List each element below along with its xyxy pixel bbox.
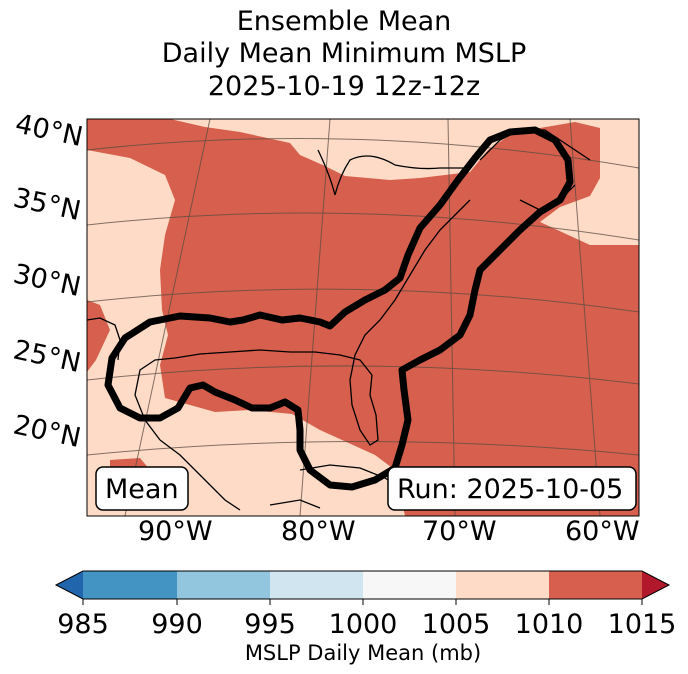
contour-1005 (104, 126, 574, 491)
lon-label-90w: 90°W (138, 516, 213, 547)
colorbar-tick-1015: 1015 (608, 609, 677, 640)
shade-1010-1015 (87, 119, 639, 516)
coastlines (87, 129, 591, 511)
mean-box: Mean (95, 466, 189, 511)
run-box-text: Run: 2025-10-05 (397, 474, 623, 505)
lon-label-70w: 70°W (422, 516, 497, 547)
title-line-3: 2025-10-19 12z-12z (207, 71, 481, 102)
map-panel (87, 119, 639, 516)
colorbar-bin-995-1000 (270, 571, 363, 599)
mean-box-text: Mean (105, 474, 179, 505)
shade-left-strip (87, 300, 110, 372)
map-frame (86, 118, 640, 517)
colorbar-tick-1000: 1000 (329, 609, 398, 640)
colorbar-label: MSLP Daily Mean (mb) (245, 641, 481, 665)
title-line-2: Daily Mean Minimum MSLP (161, 38, 527, 69)
title-line-1: Ensemble Mean (236, 6, 452, 37)
colorbar-bin-1000-1005 (363, 571, 456, 599)
colorbar-bin-985-990 (83, 571, 177, 599)
colorbar-bin-1010-1015 (549, 571, 642, 599)
colorbar-bin-1005-1010 (456, 571, 549, 599)
colorbar-tick-985: 985 (57, 609, 109, 640)
lon-label-60w: 60°W (565, 516, 640, 547)
lat-label-40: 40°N (13, 109, 86, 153)
lat-label-35: 35°N (11, 183, 84, 227)
colorbar-extend-high (642, 571, 669, 599)
colorbar-tick-1010: 1010 (515, 609, 584, 640)
colorbar-bin-990-995 (177, 571, 270, 599)
lat-label-25: 25°N (11, 335, 84, 379)
run-box: Run: 2025-10-05 (387, 466, 637, 511)
colorbar-extend-low (56, 571, 83, 599)
colorbar-tick-1005: 1005 (422, 609, 491, 640)
colorbar-tick-990: 990 (151, 609, 203, 640)
lat-label-20: 20°N (11, 410, 84, 454)
colorbar: 985 990 995 1000 1005 1010 1015 MSLP Dai… (54, 570, 677, 665)
lat-label-30: 30°N (11, 259, 84, 303)
lon-label-80w: 80°W (281, 516, 356, 547)
colorbar-tick-995: 995 (244, 609, 296, 640)
